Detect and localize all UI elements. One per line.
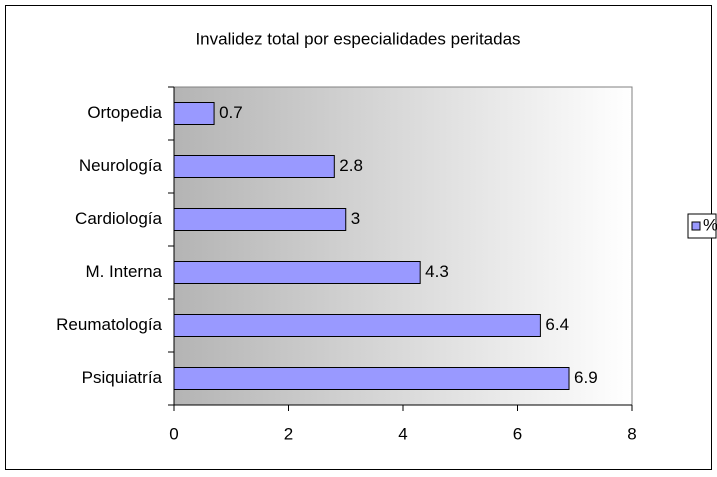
x-tick-label: 0 <box>169 424 178 443</box>
chart-title: Invalidez total por especialidades perit… <box>195 29 520 48</box>
bar <box>173 155 335 178</box>
plot-area <box>173 86 633 406</box>
y-tick-label: Cardiología <box>75 209 162 228</box>
legend-swatch <box>691 221 701 231</box>
x-tick-label: 4 <box>398 424 407 443</box>
bar <box>173 102 215 125</box>
bar <box>173 314 541 337</box>
data-label: 2.8 <box>339 156 363 175</box>
x-tick-label: 6 <box>513 424 522 443</box>
x-tick-label: 8 <box>627 424 636 443</box>
legend-label: % <box>703 215 717 234</box>
bar <box>173 208 347 231</box>
y-tick-label: Reumatología <box>56 315 162 334</box>
data-label: 0.7 <box>219 103 243 122</box>
bar <box>173 261 421 284</box>
bar <box>173 367 570 390</box>
data-label: 4.3 <box>425 262 449 281</box>
y-tick-label: Ortopedia <box>87 103 162 122</box>
y-tick-label: Psiquiatría <box>82 368 163 387</box>
data-label: 3 <box>351 209 360 228</box>
data-label: 6.9 <box>574 368 598 387</box>
y-tick-label: Neurología <box>79 156 163 175</box>
data-label: 6.4 <box>545 315 569 334</box>
x-tick-label: 2 <box>284 424 293 443</box>
y-tick-label: M. Interna <box>85 262 162 281</box>
